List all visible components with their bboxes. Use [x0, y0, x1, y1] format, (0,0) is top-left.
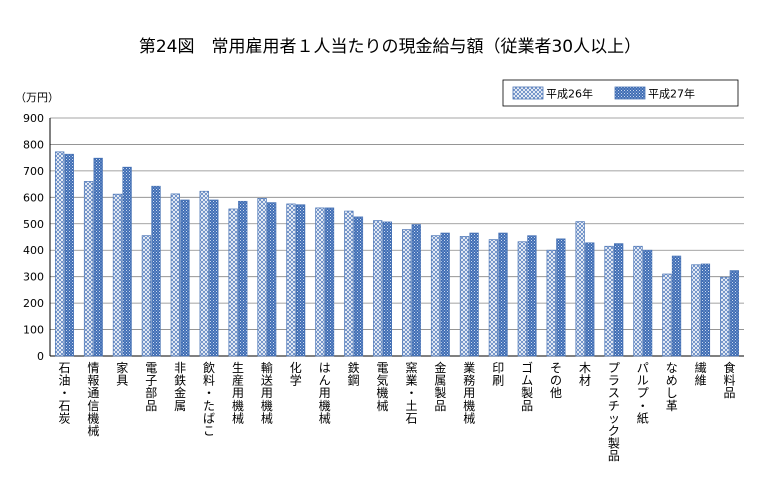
x-tick-label: 石油・石炭 — [58, 361, 70, 425]
bar-h27 — [353, 216, 364, 357]
bar-h27 — [642, 249, 653, 357]
bar-h26 — [402, 229, 412, 357]
bar-h26 — [83, 181, 94, 357]
bar-h27 — [180, 199, 190, 357]
bar-h27 — [700, 263, 711, 357]
legend-label-h27: 平成27年 — [648, 87, 695, 101]
x-tick-label: 生産用機械 — [232, 361, 244, 425]
x-tick-label: 木材 — [579, 361, 591, 388]
bar-h26 — [344, 210, 354, 357]
bar-h26 — [575, 221, 585, 357]
bar-h27 — [469, 232, 479, 357]
bar-h27 — [614, 243, 624, 357]
bar-h27 — [382, 221, 392, 357]
bar-h27 — [267, 202, 277, 357]
bar-h27 — [295, 204, 306, 357]
bar-h26 — [430, 235, 441, 357]
bar-h26 — [228, 208, 238, 357]
y-axis-ticks: 0 100 200 300 400 500 600 700 800 900 — [23, 112, 44, 363]
x-tick-label: 電子部品 — [145, 361, 157, 413]
x-tick-label: ゴム製品 — [521, 360, 533, 413]
bar-h26 — [662, 273, 672, 357]
x-tick-label: 食料品 — [724, 360, 736, 400]
y-tick-label: 300 — [23, 271, 44, 284]
bar-h26 — [488, 239, 499, 357]
x-tick-label: 窯業・土石 — [405, 360, 417, 425]
bar-h27 — [64, 153, 74, 357]
x-tick-label: 電気機械 — [377, 361, 389, 413]
x-tick-label: 鉄鋼 — [348, 360, 360, 388]
x-tick-label: 飲料・たばこ — [203, 360, 215, 438]
y-tick-label: 800 — [23, 138, 44, 151]
bar-h27 — [671, 255, 682, 357]
bar-h26 — [170, 193, 180, 357]
bar-h27 — [209, 199, 219, 357]
x-tick-label: なめし革 — [666, 361, 678, 413]
x-tick-label: 繊維 — [695, 361, 707, 388]
y-axis-unit-label: （万円） — [15, 91, 59, 104]
bars — [55, 151, 739, 357]
y-tick-label: 700 — [23, 165, 44, 178]
y-tick-label: 900 — [23, 112, 44, 125]
x-tick-label: 金属製品 — [434, 360, 446, 413]
legend: 平成26年 平成27年 — [502, 79, 739, 107]
bar-h27 — [238, 200, 248, 357]
legend-swatch-h27 — [614, 86, 646, 100]
bar-h27 — [585, 242, 595, 357]
x-tick-label: 輸送用機械 — [261, 360, 273, 425]
bar-h26 — [459, 236, 470, 357]
bar-h26 — [517, 241, 527, 357]
bar-h26 — [112, 193, 123, 357]
bar-h26 — [546, 249, 556, 357]
x-tick-label: その他 — [550, 361, 562, 400]
bar-h26 — [141, 235, 152, 357]
x-tick-label: プラスチック製品 — [608, 361, 620, 463]
x-tick-label: パルプ・紙 — [637, 361, 649, 425]
bar-h27 — [729, 270, 739, 357]
bar-h27 — [498, 232, 508, 357]
bar-h26 — [55, 151, 65, 357]
bar-h26 — [373, 220, 383, 357]
x-axis-labels: 石油・石炭 情報通信機械 家具 電子部品 非鉄金属 飲料・たばこ 生産用機械 輸送用機械 化学は… — [58, 360, 735, 463]
bar-h27 — [122, 166, 132, 357]
x-tick-label: 印刷 — [492, 361, 504, 388]
bar-h26 — [633, 245, 643, 357]
bar-h26 — [691, 264, 701, 357]
x-tick-label: 情報通信機械 — [87, 361, 99, 438]
x-tick-label: 家具 — [116, 360, 128, 388]
bar-h27 — [440, 232, 450, 357]
bar-h26 — [199, 190, 209, 357]
y-tick-label: 400 — [23, 244, 44, 257]
bar-h27 — [556, 238, 566, 357]
x-tick-label: 化学 — [290, 361, 302, 388]
x-tick-label: はん用機械 — [319, 361, 331, 425]
bar-h27 — [93, 157, 103, 357]
bar-h26 — [257, 198, 267, 357]
bar-h27 — [527, 235, 537, 357]
bar-h26 — [315, 207, 325, 357]
bar-h27 — [411, 224, 421, 357]
y-tick-label: 200 — [23, 297, 44, 310]
chart-title: 第24図 常用雇用者１人当たりの現金給与額（従業者30人以上） — [139, 37, 641, 57]
y-tick-label: 0 — [37, 350, 44, 363]
gridlines — [49, 117, 744, 357]
y-tick-label: 500 — [23, 218, 44, 231]
bar-h27 — [151, 185, 161, 357]
bar-h26 — [720, 276, 730, 357]
legend-label-h26: 平成26年 — [546, 87, 593, 101]
x-tick-label: 業務用機械 — [463, 361, 475, 425]
y-tick-label: 600 — [23, 191, 44, 204]
bar-h27 — [324, 207, 335, 357]
legend-swatch-h26 — [512, 86, 544, 100]
bar-h26 — [604, 245, 614, 357]
y-tick-label: 100 — [23, 324, 44, 337]
bar-h26 — [286, 203, 296, 357]
x-tick-label: 非鉄金属 — [174, 361, 186, 413]
